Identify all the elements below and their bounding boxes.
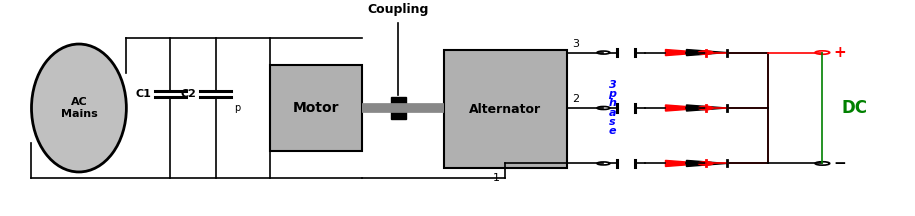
Text: 3
p
h
a
s
e: 3 p h a s e	[608, 80, 617, 136]
Polygon shape	[665, 105, 705, 111]
Bar	[444, 50, 567, 168]
Polygon shape	[665, 160, 705, 167]
Polygon shape	[686, 49, 727, 56]
Text: AC
Mains: AC Mains	[60, 97, 97, 119]
Text: 3: 3	[573, 39, 579, 49]
Text: Motor: Motor	[293, 101, 339, 115]
Text: Alternator: Alternator	[469, 103, 542, 116]
Text: +: +	[834, 45, 846, 60]
Polygon shape	[686, 105, 727, 111]
Text: p: p	[234, 103, 241, 113]
Polygon shape	[665, 49, 705, 56]
Text: DC: DC	[841, 99, 867, 117]
Ellipse shape	[31, 44, 126, 172]
Polygon shape	[686, 160, 727, 167]
Text: 2: 2	[573, 94, 579, 105]
Text: Coupling: Coupling	[368, 3, 429, 16]
Bar	[271, 65, 361, 151]
Text: −: −	[834, 156, 846, 171]
Text: C1: C1	[135, 89, 151, 99]
Text: 1: 1	[493, 173, 500, 183]
Circle shape	[698, 51, 713, 54]
Bar	[391, 97, 405, 119]
Text: C2: C2	[181, 89, 197, 99]
Circle shape	[698, 106, 713, 110]
Circle shape	[698, 162, 713, 165]
